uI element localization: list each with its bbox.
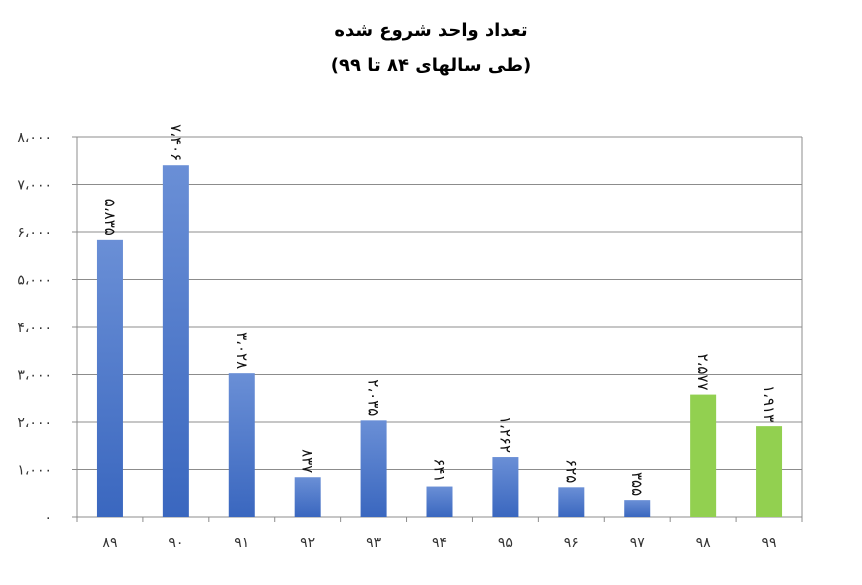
bar-7 <box>558 487 585 517</box>
bar-9 <box>690 394 717 517</box>
x-tick-label: ۹۱ <box>234 535 249 551</box>
data-label: ۶۲۵ <box>562 459 580 483</box>
data-label: ۷،۴۰۶ <box>167 124 185 161</box>
bar-0 <box>96 239 123 517</box>
x-tick-label: ۹۰ <box>168 535 183 551</box>
chart-subtitle: (طی سالهای ۸۴ تا ۹۹) <box>330 55 532 76</box>
y-tick-label: ۷،۰۰۰ <box>17 178 52 194</box>
data-label: ۳،۰۲۸ <box>233 332 251 369</box>
x-tick-label: ۹۷ <box>630 535 646 551</box>
x-tick-label: ۸۹ <box>102 535 117 551</box>
bar-6 <box>492 457 519 517</box>
y-tick-label: ۴،۰۰۰ <box>17 320 52 336</box>
bar-3 <box>294 477 321 517</box>
data-label: ۱،۲۶۲ <box>496 416 514 453</box>
bar-10 <box>756 426 783 517</box>
x-tick-label: ۹۳ <box>366 535 382 551</box>
y-tick-label: ۸،۰۰۰ <box>17 130 52 146</box>
bar-8 <box>624 500 651 517</box>
bar-5 <box>426 486 453 517</box>
y-tick-label: ۱،۰۰۰ <box>17 463 52 479</box>
x-tick-label: ۹۵ <box>498 535 513 551</box>
data-label: ۵،۸۳۵ <box>101 199 119 236</box>
bar-1 <box>162 165 189 517</box>
x-tick-label: ۹۸ <box>696 535 712 551</box>
y-tick-label: ۶،۰۰۰ <box>17 225 52 241</box>
y-tick-label: ۰ <box>44 510 52 526</box>
bar-4 <box>360 420 387 517</box>
bar-2 <box>228 373 255 517</box>
data-label: ۲،۵۷۷ <box>694 354 712 391</box>
data-label: ۳۵۵ <box>628 472 646 496</box>
data-label: ۱،۹۱۳ <box>760 385 778 422</box>
data-label: ۶۴۱ <box>431 458 449 482</box>
x-tick-label: ۹۴ <box>432 535 447 551</box>
y-tick-label: ۵،۰۰۰ <box>17 273 52 289</box>
x-tick-label: ۹۹ <box>762 535 777 551</box>
x-tick-label: ۹۶ <box>564 535 579 551</box>
data-label: ۲،۰۳۵ <box>365 379 383 416</box>
y-tick-label: ۳،۰۰۰ <box>17 368 52 384</box>
data-label: ۸۳۷ <box>299 449 317 473</box>
chart-title: تعداد واحد شروع شده <box>334 20 528 41</box>
y-tick-label: ۲،۰۰۰ <box>17 415 52 431</box>
x-tick-label: ۹۲ <box>300 535 315 551</box>
